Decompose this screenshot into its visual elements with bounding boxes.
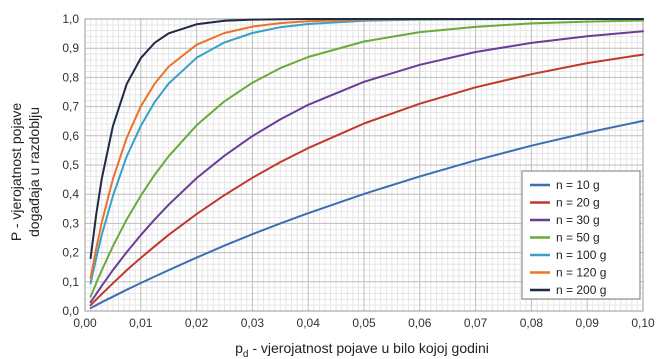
legend-entry: n = 120 g: [556, 266, 606, 280]
y-tick-label: 0,9: [62, 41, 79, 55]
legend-entry: n = 50 g: [556, 231, 600, 245]
legend-entry: n = 200 g: [556, 283, 606, 297]
x-axis-label-main: p: [235, 340, 243, 356]
x-tick-label: 0,02: [185, 316, 209, 330]
x-tick-label: 0,03: [241, 316, 265, 330]
y-tick-label: 0,0: [62, 304, 79, 318]
y-tick-label: 0,6: [62, 129, 79, 143]
legend: n = 10 g n = 20 g n = 30 g n = 50 g n = 100 …: [522, 171, 640, 299]
y-axis-label-line-1: P - vjerojatnost pojave: [8, 103, 24, 241]
x-tick-label: 0,01: [129, 316, 153, 330]
y-tick-label: 0,2: [62, 246, 79, 260]
x-tick-label: 0,07: [464, 316, 488, 330]
legend-entry: n = 30 g: [556, 213, 600, 227]
y-tick-label: 0,1: [62, 275, 79, 289]
x-axis-label-rest: - vjerojatnost pojave u bilo kojoj godin…: [248, 340, 488, 356]
legend-entry: n = 100 g: [556, 248, 606, 262]
y-axis-label-line-2: događaja u razdoblju: [26, 107, 42, 237]
x-tick-label: 0,04: [297, 316, 321, 330]
legend-entry: n = 20 g: [556, 196, 600, 210]
y-tick-label: 0,5: [62, 158, 79, 172]
y-tick-label: 0,4: [62, 187, 79, 201]
x-tick-label: 0,08: [520, 316, 544, 330]
x-tick-label: 0,10: [631, 316, 655, 330]
legend-entry: n = 10 g: [556, 178, 600, 192]
y-tick-label: 1,0: [62, 12, 79, 26]
x-tick-label: 0,05: [352, 316, 376, 330]
y-tick-label: 0,8: [62, 70, 79, 84]
y-tick-label: 0,7: [62, 100, 79, 114]
x-tick-label: 0,00: [73, 316, 97, 330]
y-tick-label: 0,3: [62, 216, 79, 230]
x-tick-label: 0,09: [576, 316, 600, 330]
x-tick-label: 0,06: [408, 316, 432, 330]
